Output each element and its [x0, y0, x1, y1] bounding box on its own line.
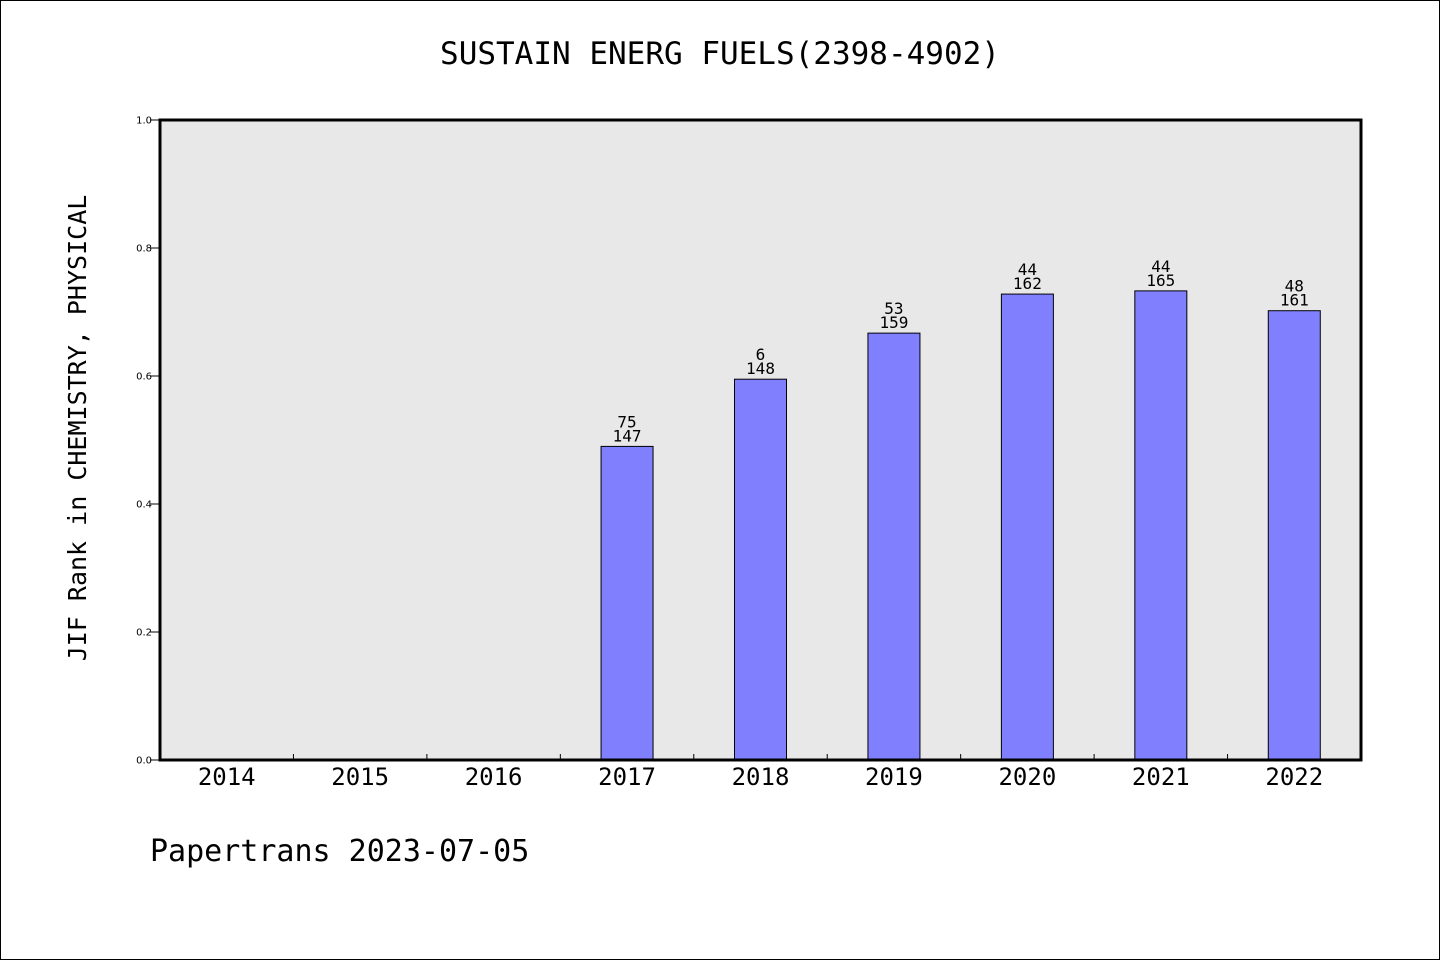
total-label: 165	[1146, 271, 1175, 290]
bar	[1000, 293, 1054, 761]
chart-title: SUSTAIN ENERG FUELS(2398-4902)	[440, 36, 1000, 72]
y-tick-label: 0.6	[136, 372, 152, 383]
x-tick-label: 2020	[998, 763, 1056, 791]
x-tick-label: 2015	[331, 763, 389, 791]
footer-note: Papertrans 2023-07-05	[150, 834, 530, 869]
rank-label: 44	[1151, 257, 1170, 276]
x-tick-label: 2017	[598, 763, 656, 791]
bar	[867, 332, 921, 761]
rank-label: 75	[617, 412, 636, 431]
total-label: 147	[613, 426, 642, 445]
bar-series	[600, 290, 1321, 761]
rank-label: 6	[756, 345, 766, 364]
plot-border	[158, 118, 1363, 762]
x-tick-label: 2016	[465, 763, 523, 791]
x-tick-label: 2014	[198, 763, 256, 791]
bar	[1134, 290, 1188, 761]
bar	[1267, 310, 1321, 761]
total-label: 162	[1013, 274, 1042, 293]
x-tick-label: 2021	[1132, 763, 1190, 791]
y-tick-label: 0.2	[136, 628, 152, 639]
rank-label: 44	[1018, 260, 1037, 279]
x-axis: 2014 2015 2016 2017 2018 2019 2020 2021 2022	[198, 754, 1323, 791]
x-tick-label: 2018	[732, 763, 790, 791]
x-tick-label: 2019	[865, 763, 923, 791]
rank-label: 48	[1285, 277, 1304, 296]
y-tick-label: 1.0	[136, 116, 152, 127]
x-tick-label: 2022	[1265, 763, 1323, 791]
total-label: 161	[1280, 291, 1309, 310]
y-axis-title: JIF Rank in CHEMISTRY, PHYSICAL	[63, 195, 92, 662]
y-tick-label: 0.4	[136, 500, 152, 511]
bar	[600, 445, 654, 761]
bar	[734, 378, 787, 761]
rank-label: 53	[884, 299, 903, 318]
y-tick-label: 0.8	[136, 244, 152, 255]
y-tick-label: 0.0	[136, 756, 152, 767]
total-label: 148	[746, 359, 775, 378]
total-label: 159	[879, 313, 908, 332]
y-axis: 0.0 0.2 0.4 0.6 0.8 1.0	[136, 116, 160, 767]
